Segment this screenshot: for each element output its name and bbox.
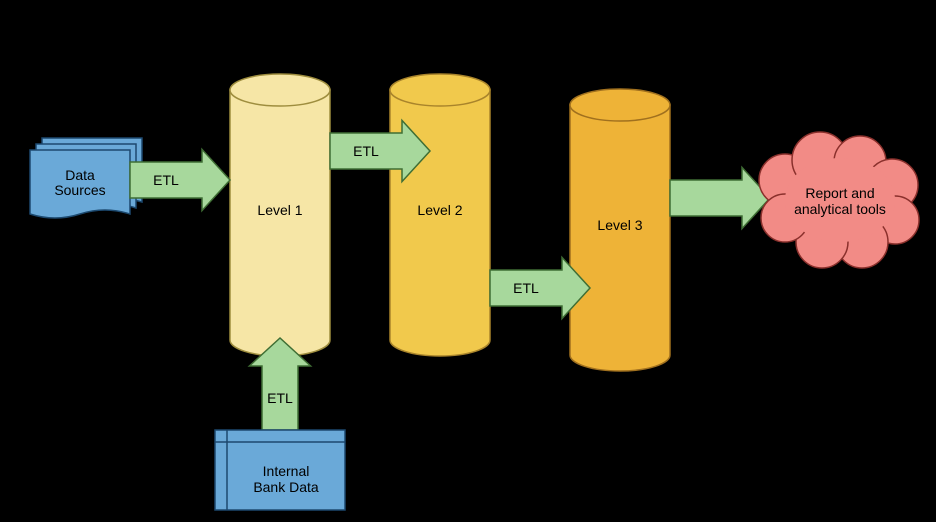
- svg-text:ETL: ETL: [513, 280, 539, 296]
- svg-text:Level 2: Level 2: [417, 202, 462, 218]
- svg-text:InternalBank Data: InternalBank Data: [253, 463, 319, 495]
- svg-text:ETL: ETL: [267, 390, 293, 406]
- svg-text:Level 3: Level 3: [597, 217, 642, 233]
- svg-text:Report andanalytical tools: Report andanalytical tools: [794, 185, 886, 217]
- svg-text:ETL: ETL: [153, 172, 179, 188]
- svg-text:Level 1: Level 1: [257, 202, 302, 218]
- svg-text:ETL: ETL: [353, 143, 379, 159]
